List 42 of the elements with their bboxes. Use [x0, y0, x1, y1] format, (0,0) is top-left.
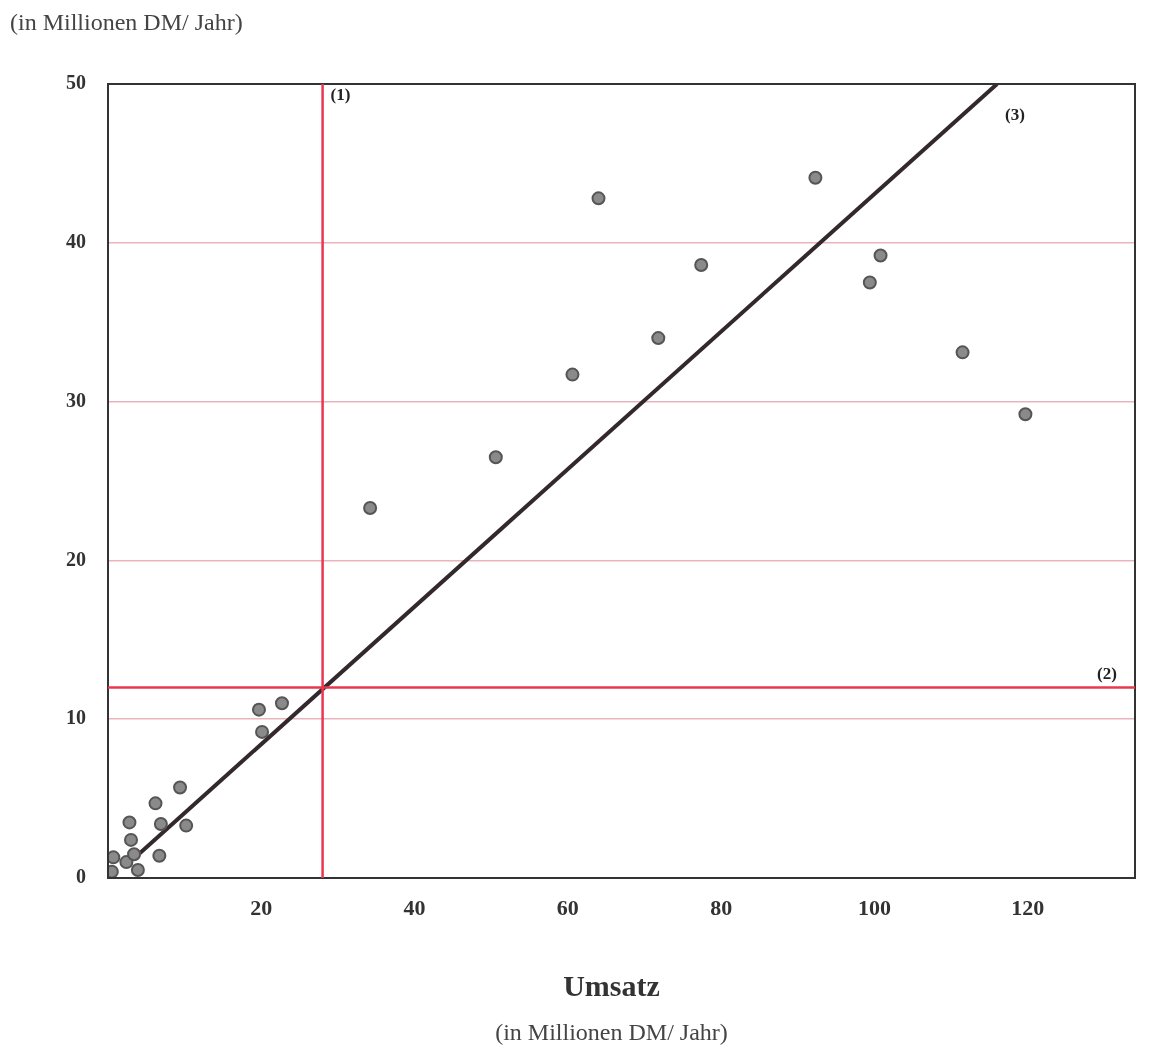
point [694, 258, 709, 273]
annotation: (1) [330, 84, 351, 104]
point [591, 191, 606, 206]
point [173, 780, 188, 795]
point [153, 817, 168, 832]
series-label: (3) [1005, 105, 1025, 125]
point [955, 345, 970, 360]
text: (in Millionen DM/ Jahr) [495, 1019, 728, 1045]
x-tick-label: 60 [556, 894, 579, 920]
point [873, 248, 888, 263]
x-tick-label: 20 [250, 894, 273, 920]
point [255, 724, 270, 739]
x-axis-title: Umsatz [563, 969, 660, 1002]
y-tick-label: 50 [66, 71, 86, 94]
x-tick-label: 40 [403, 894, 426, 920]
y-tick-label: 40 [66, 229, 86, 252]
point [130, 863, 145, 878]
point [274, 696, 289, 711]
point [251, 702, 266, 717]
point [123, 832, 138, 847]
point [1018, 407, 1033, 422]
y-axis-title: (in Millionen DM/ Jahr) [10, 9, 243, 35]
y-tick-label: 30 [66, 388, 86, 411]
point [148, 796, 163, 811]
y-tick-label: 20 [66, 547, 86, 570]
point [565, 367, 580, 382]
annotation: (2) [1097, 664, 1117, 684]
y-tick-label: 10 [66, 706, 86, 729]
point [179, 818, 194, 833]
x-tick-label: 120 [1011, 894, 1045, 920]
x-tick-label: 100 [857, 894, 891, 920]
y-tick-label: 0 [76, 865, 86, 888]
point [862, 275, 877, 290]
point [152, 848, 167, 863]
point [808, 170, 823, 185]
point [122, 815, 137, 830]
point [127, 847, 142, 862]
point [108, 850, 121, 865]
point [363, 501, 378, 515]
point [651, 331, 666, 346]
x-tick-label: 80 [710, 894, 733, 920]
point [488, 450, 503, 465]
